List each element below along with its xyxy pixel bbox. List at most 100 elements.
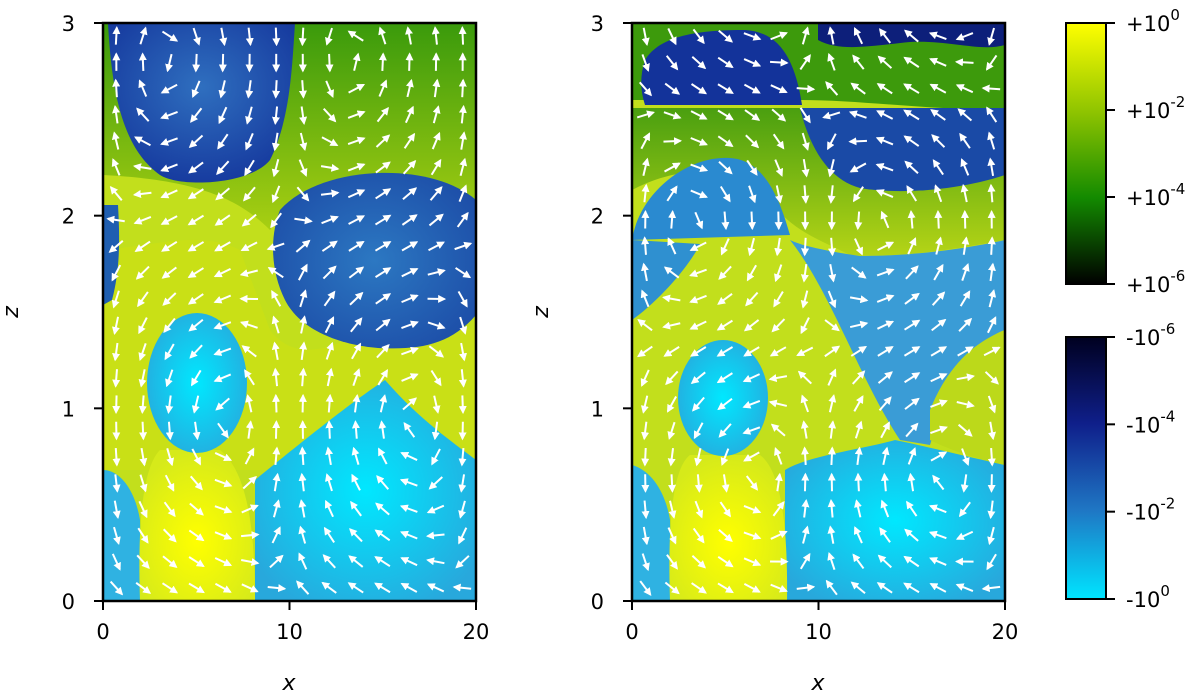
right-vector-arrow: [662, 294, 681, 303]
left-vector-arrow: [348, 266, 365, 279]
right-vector-arrow: [801, 185, 810, 204]
right-vector-arrow: [928, 530, 947, 540]
left-vector-arrow: [245, 80, 254, 99]
left-vector-arrow: [215, 397, 230, 411]
right-vector-arrow: [903, 83, 920, 94]
left-vector-arrow: [351, 420, 360, 439]
left-vector-arrow: [160, 137, 178, 146]
right-vector-arrow: [640, 369, 650, 387]
right-vector-arrow: [641, 157, 650, 177]
right-vector-arrow: [667, 447, 676, 467]
left-vector-arrow: [240, 558, 260, 566]
right-vector-arrow: [717, 582, 734, 594]
right-vector-arrow: [774, 472, 783, 492]
right-ticks: 0 10 20 0 1 2 3: [591, 12, 1019, 644]
left-vector-arrow: [377, 369, 389, 386]
left-vector-arrow: [299, 132, 308, 152]
left-vector-arrow: [347, 189, 366, 199]
left-vector-arrow: [106, 215, 125, 224]
right-vector-arrow: [641, 526, 650, 546]
right-vector-arrow: [955, 32, 974, 41]
left-vector-arrow: [162, 292, 177, 306]
left-vector-arrow: [352, 393, 361, 413]
right-vector-arrow: [852, 54, 865, 70]
right-vector-arrow: [931, 134, 946, 148]
right-vector-arrow: [637, 319, 653, 332]
right-vector-arrow: [903, 109, 920, 121]
left-vector-arrow: [378, 26, 387, 45]
right-vector-arrow: [988, 289, 997, 308]
left-vector-arrow: [403, 421, 416, 438]
right-vector-arrow: [768, 399, 788, 408]
right-yellow-column: [669, 455, 788, 601]
left-vector-arrow: [139, 474, 148, 493]
right-vector-arrow: [641, 500, 650, 520]
left-vector-arrow: [325, 367, 334, 387]
right-vector-arrow: [769, 58, 789, 67]
right-vector-arrow: [987, 500, 996, 520]
left-vector-arrow: [400, 451, 418, 461]
left-vector-arrow: [192, 421, 201, 441]
right-vector-arrow: [797, 370, 813, 385]
right-vector-arrow: [959, 290, 971, 307]
right-vector-arrow: [904, 292, 920, 305]
right-vector-arrow: [907, 237, 917, 255]
right-vector-arrow: [958, 317, 973, 332]
right-vector-arrow: [690, 189, 708, 199]
right-vector-arrow: [904, 372, 921, 384]
left-vector-arrow: [375, 318, 391, 332]
left-vector-arrow: [192, 53, 201, 73]
left-vector-arrow: [298, 367, 307, 387]
right-vector-arrow: [799, 54, 811, 70]
right-vector-arrow: [690, 163, 709, 172]
left-vector-arrow: [112, 342, 121, 362]
colorbar-positive-tick-label: +100: [1126, 6, 1180, 36]
left-vector-arrow: [349, 291, 364, 306]
left-vector-arrow: [405, 78, 414, 98]
right-vector-arrow: [907, 209, 916, 229]
left-vector-arrow: [272, 472, 281, 492]
right-vector-arrow: [771, 318, 786, 333]
left-vector-arrow: [458, 104, 467, 124]
right-vector-arrow: [955, 530, 974, 540]
left-vector-arrow: [350, 317, 363, 333]
left-y-tick-label: 1: [62, 397, 75, 421]
right-vector-arrow: [636, 110, 655, 119]
right-vector-arrow: [826, 133, 837, 151]
left-vector-arrow: [350, 500, 362, 517]
left-vector-arrow: [455, 267, 472, 279]
left-vector-arrow: [320, 163, 340, 172]
left-vector-arrow: [323, 526, 335, 543]
right-vector-arrow: [930, 373, 948, 383]
left-x-tick-label: 20: [463, 620, 490, 644]
right-vector-arrow: [903, 346, 921, 357]
right-vector-arrow: [690, 83, 708, 95]
left-vector-arrow: [459, 342, 467, 362]
left-vector-arrow: [245, 394, 253, 413]
colorbar-positive-tick-label: +10-6: [1126, 267, 1185, 297]
left-vector-arrow: [325, 341, 334, 360]
right-vector-arrow: [801, 158, 810, 178]
left-vector-arrow: [399, 504, 418, 513]
right-vector-arrow: [827, 498, 836, 518]
left-vector-arrow: [243, 186, 256, 202]
left-vector-arrow: [298, 27, 307, 47]
right-vector-arrow: [743, 557, 762, 567]
left-vector-arrow: [351, 446, 360, 465]
right-vector-arrow: [876, 110, 894, 120]
right-vector-arrow: [935, 236, 943, 255]
right-vector-arrow: [800, 290, 809, 309]
right-vector-arrow: [666, 554, 678, 570]
right-x-axis-label: x: [810, 671, 825, 694]
right-vector-arrow: [903, 135, 920, 147]
right-vector-arrow: [743, 583, 761, 593]
right-vector-arrow: [774, 237, 783, 257]
left-vector-arrow: [378, 52, 387, 71]
right-vector-arrow: [851, 266, 867, 279]
right-y-tick-label: 3: [591, 12, 604, 36]
left-vector-arrow: [296, 186, 310, 202]
right-vector-arrow: [955, 583, 974, 592]
left-vector-arrow: [375, 134, 391, 148]
left-vector-arrow: [161, 582, 179, 594]
right-vector-arrow: [667, 237, 677, 255]
